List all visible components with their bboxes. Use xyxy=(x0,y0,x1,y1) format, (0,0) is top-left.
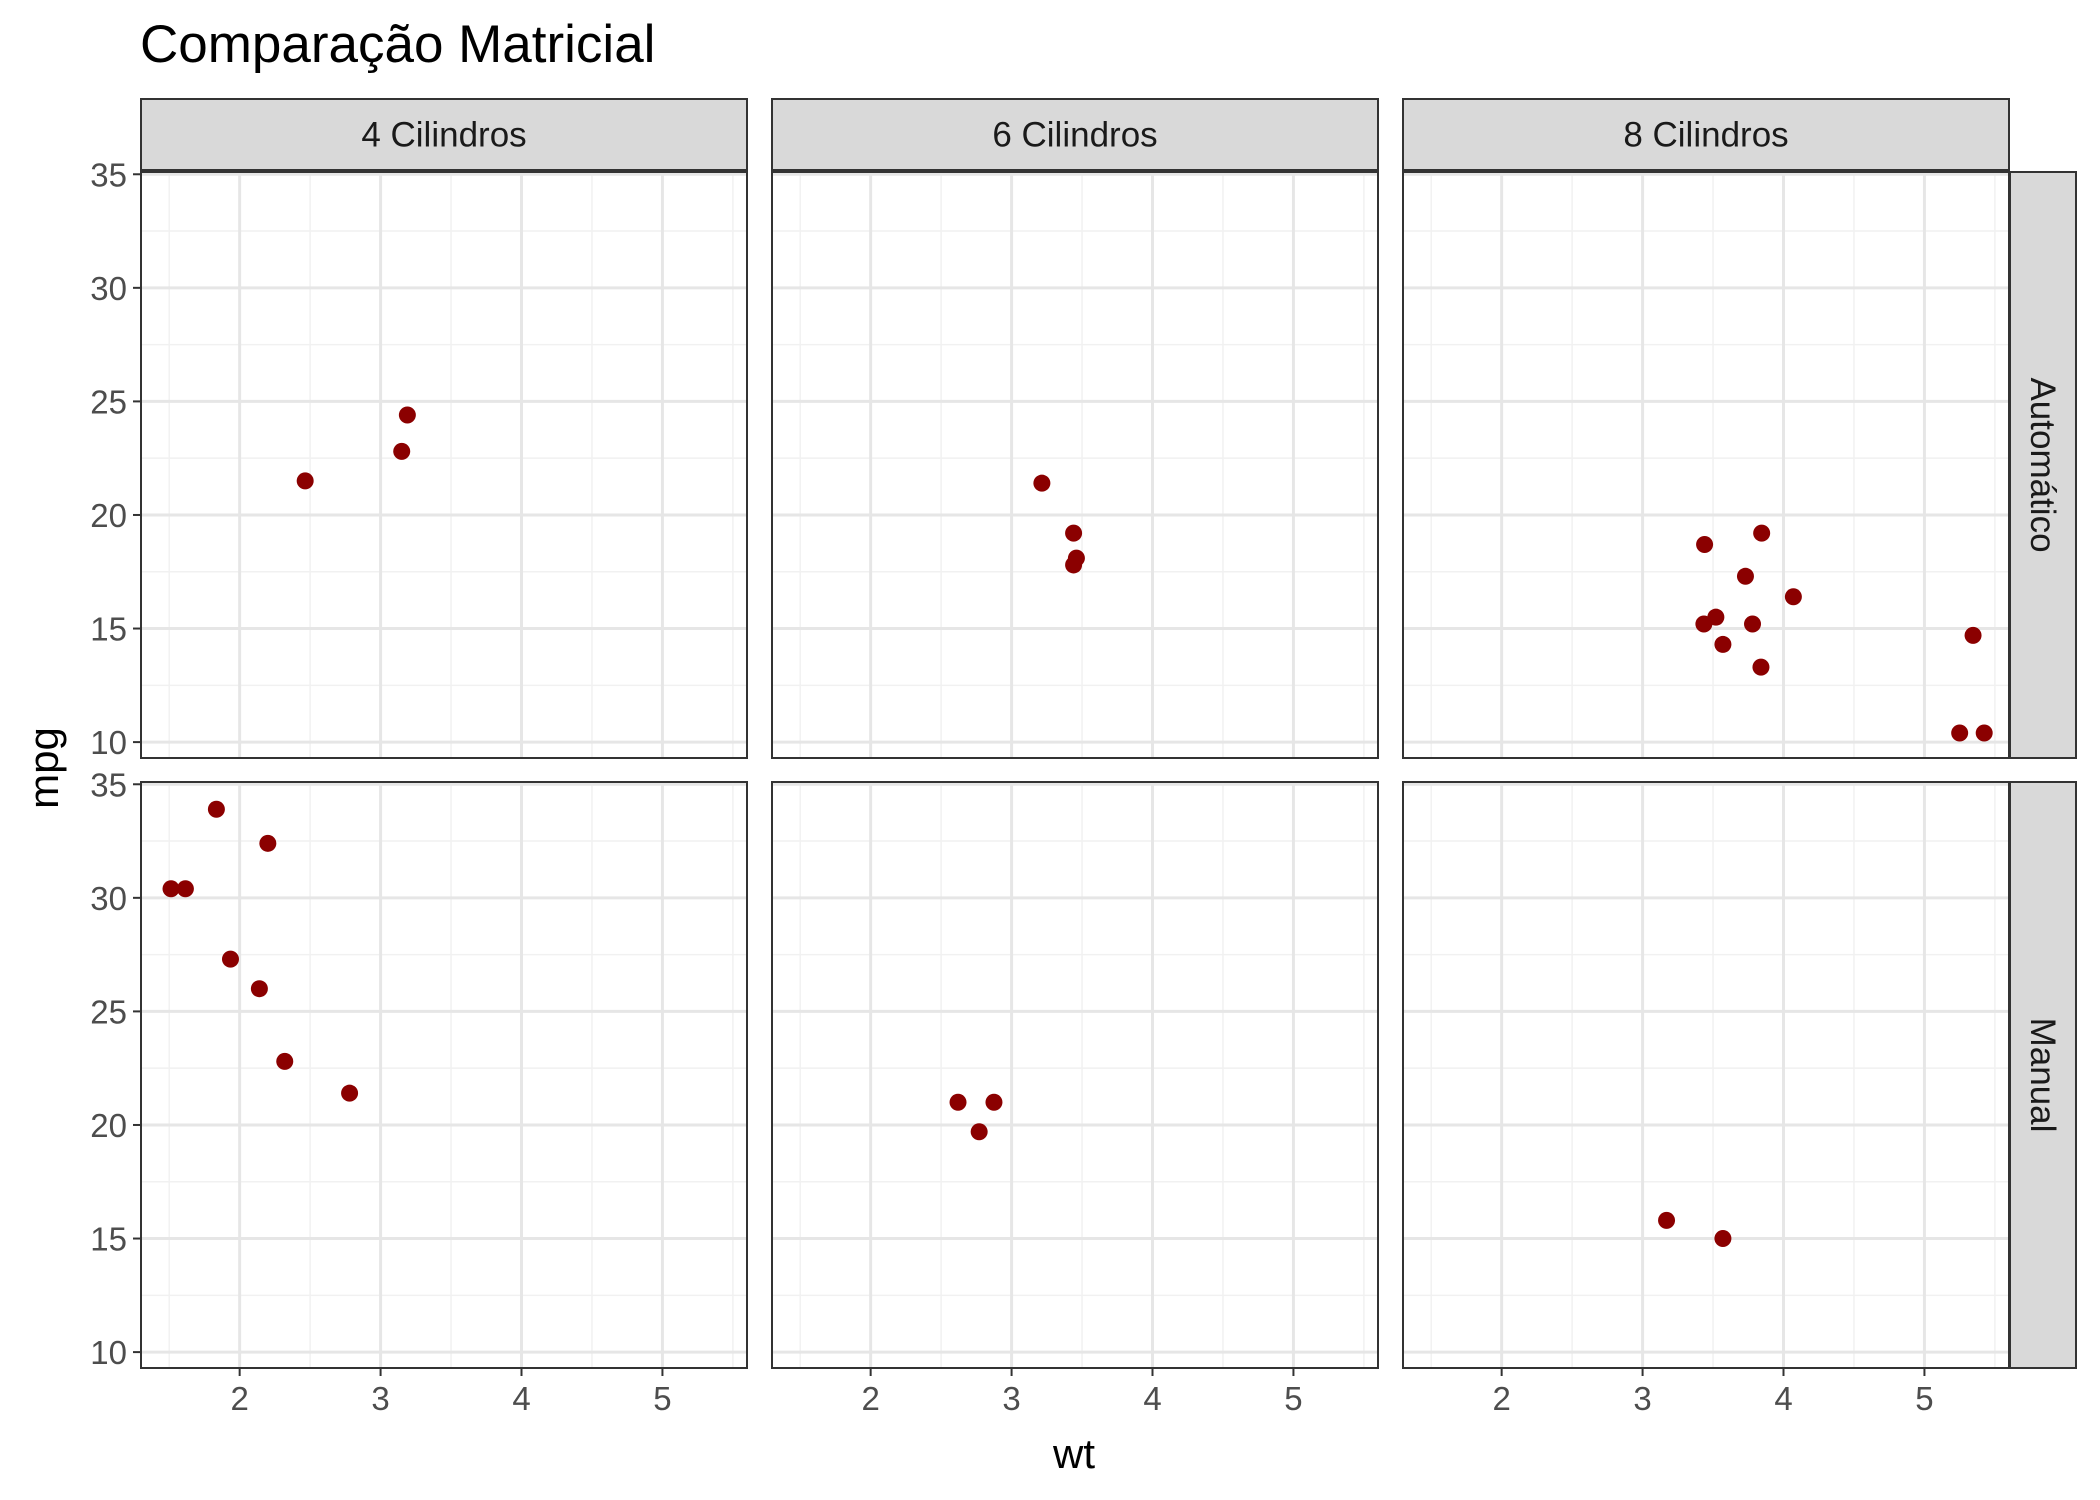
data-point xyxy=(162,880,180,898)
y-tick-label: 15 xyxy=(90,1221,127,1258)
facet-panels: 4 Cilindros 6 Cilindros 8 Cilindros Automát… xyxy=(90,98,2077,1417)
panel-border xyxy=(140,171,748,759)
data-point xyxy=(1033,474,1051,492)
data-point xyxy=(1975,724,1993,742)
facet-panel: 2 3 4 5 xyxy=(771,781,1379,1417)
y-tick-label: 30 xyxy=(90,880,127,917)
data-point xyxy=(276,1052,294,1070)
facet-strip-manual xyxy=(2009,781,2077,1369)
facet-strip-label: Automático xyxy=(2023,377,2062,552)
data-point xyxy=(176,880,194,898)
x-tick-label: 4 xyxy=(1143,1380,1161,1417)
data-point xyxy=(398,406,416,424)
data-point xyxy=(1696,535,1714,553)
panel-border xyxy=(771,781,1379,1369)
panel-background xyxy=(1403,782,2009,1368)
x-tick-label: 5 xyxy=(1915,1380,1933,1417)
y-tick-label: 35 xyxy=(90,156,127,193)
data-point xyxy=(1065,556,1083,574)
data-point xyxy=(1784,588,1802,606)
y-tick-label: 35 xyxy=(90,766,127,803)
x-tick-label: 2 xyxy=(1492,1380,1510,1417)
x-tick-label: 2 xyxy=(230,1380,248,1417)
chart-title: Comparação Matricial xyxy=(140,15,655,74)
facet-panel: 10 15 20 25 30 35 xyxy=(90,156,748,761)
facet-strip-6-cilindros xyxy=(771,98,1379,171)
y-tick-label: 25 xyxy=(90,993,127,1030)
panel-border xyxy=(1402,171,2010,759)
panel-border xyxy=(1402,781,2010,1369)
x-tick-label: 4 xyxy=(1774,1380,1792,1417)
data-point xyxy=(985,1093,1003,1111)
data-point xyxy=(1744,615,1762,633)
x-tick-label: 5 xyxy=(1284,1380,1302,1417)
y-tick-label: 10 xyxy=(90,724,127,761)
facet-panel: 2 3 4 5 10 15 20 25 30 35 xyxy=(90,766,748,1417)
x-tick-label: 3 xyxy=(1002,1380,1020,1417)
data-point xyxy=(949,1093,967,1111)
panel-background xyxy=(141,172,747,758)
data-point xyxy=(341,1084,359,1102)
data-point xyxy=(393,442,411,460)
x-tick-label: 3 xyxy=(371,1380,389,1417)
data-point xyxy=(1753,524,1771,542)
data-point xyxy=(1714,635,1732,653)
facet-strip-label: 4 Cilindros xyxy=(361,116,526,155)
data-point xyxy=(296,472,314,490)
x-tick-label: 5 xyxy=(653,1380,671,1417)
facet-strip-automatico xyxy=(2009,171,2077,759)
y-tick-label: 10 xyxy=(90,1334,127,1371)
data-point xyxy=(970,1123,988,1141)
data-point xyxy=(1736,567,1754,585)
panel-background xyxy=(772,782,1378,1368)
y-tick-label: 20 xyxy=(90,497,127,534)
y-tick-label: 25 xyxy=(90,383,127,420)
data-point xyxy=(259,834,277,852)
facet-strip-label: Manual xyxy=(2023,1018,2062,1133)
data-point xyxy=(207,800,225,818)
data-point xyxy=(1065,524,1083,542)
facet-panel xyxy=(1402,171,2010,759)
panel-border xyxy=(140,781,748,1369)
y-tick-label: 15 xyxy=(90,611,127,648)
data-point xyxy=(1695,615,1713,633)
facet-strip-4-cilindros xyxy=(140,98,748,171)
data-point xyxy=(1714,1230,1732,1248)
facet-strip-label: 6 Cilindros xyxy=(992,116,1157,155)
x-tick-label: 2 xyxy=(861,1380,879,1417)
panel-background xyxy=(141,782,747,1368)
x-tick-label: 4 xyxy=(512,1380,530,1417)
x-axis-title: wt xyxy=(1052,1430,1095,1477)
x-tick-label: 3 xyxy=(1633,1380,1651,1417)
data-point xyxy=(250,980,268,998)
y-tick-label: 20 xyxy=(90,1107,127,1144)
data-point xyxy=(1658,1211,1676,1229)
facet-panel xyxy=(771,171,1379,759)
data-point xyxy=(1752,658,1770,676)
panel-background xyxy=(772,172,1378,758)
facet-strip-8-cilindros xyxy=(1402,98,2010,171)
y-axis-title: mpg xyxy=(20,727,67,809)
y-tick-label: 30 xyxy=(90,270,127,307)
data-point xyxy=(221,950,239,968)
data-point xyxy=(1964,626,1982,644)
data-point xyxy=(1951,724,1969,742)
panel-border xyxy=(771,171,1379,759)
panel-background xyxy=(1403,172,2009,758)
facet-strip-label: 8 Cilindros xyxy=(1623,116,1788,155)
facet-panel: 2 3 4 5 xyxy=(1402,781,2010,1417)
